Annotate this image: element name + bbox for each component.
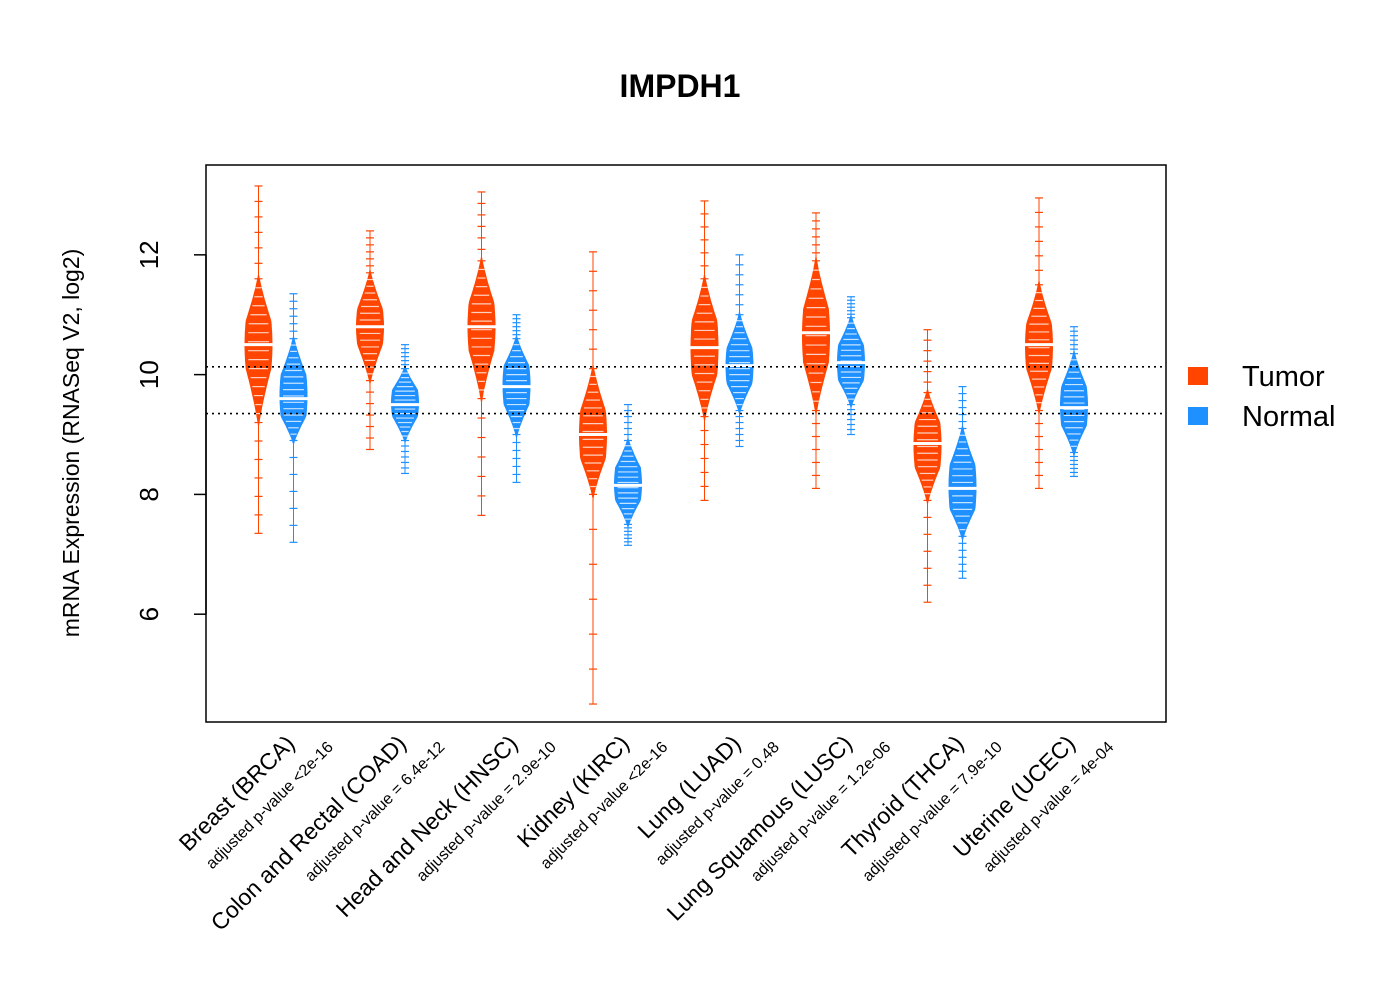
legend-label: Tumor [1242, 361, 1325, 393]
bean-group [689, 200, 755, 501]
reference-lines [206, 366, 1166, 415]
y-tick-label: 12 [134, 240, 164, 269]
plot-frame [205, 164, 1167, 723]
bean-group [355, 230, 420, 475]
bean-group [578, 251, 643, 705]
legend-swatch [1188, 407, 1208, 425]
chart-title: IMPDH1 [620, 68, 741, 104]
y-tick-label: 8 [134, 487, 164, 501]
x-axis-labels: Breast (BRCA)adjusted p-value <2e-16Colo… [174, 730, 1118, 935]
bean-group [801, 212, 866, 490]
bean-group [1024, 197, 1089, 490]
beans-layer [243, 185, 1089, 705]
y-axis-label: mRNA Expression (RNASeq V2, log2) [58, 249, 84, 638]
bean-group [912, 329, 978, 603]
y-axis: 6 8 10 12 [134, 240, 207, 621]
legend: Tumor Normal [1188, 361, 1335, 433]
legend-label: Normal [1242, 401, 1335, 433]
y-tick-label: 6 [134, 607, 164, 621]
legend-swatch [1188, 367, 1208, 385]
bean-group [243, 185, 309, 543]
bean-group [466, 191, 532, 516]
y-tick-label: 10 [134, 360, 164, 389]
